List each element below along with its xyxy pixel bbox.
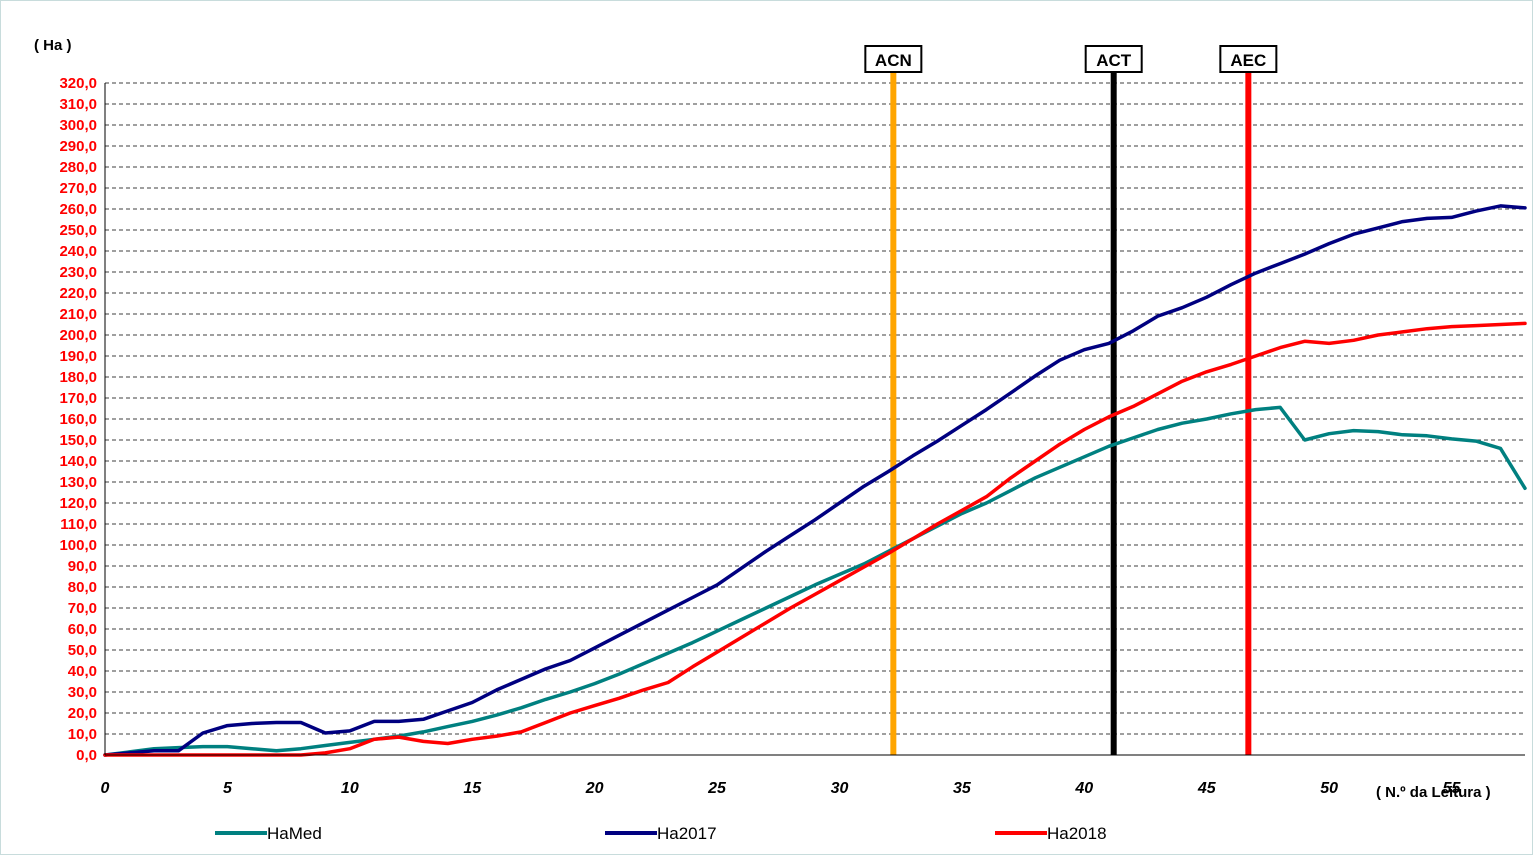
y-tick-label: 50,0 xyxy=(68,642,97,659)
y-tick-label: 220,0 xyxy=(59,285,97,302)
x-tick-label: 10 xyxy=(341,780,359,797)
series-line-hamed xyxy=(103,405,1527,757)
y-tick-label: 180,0 xyxy=(59,369,97,386)
x-axis-title: ( N.º da Leitura ) xyxy=(1376,784,1491,801)
y-tick-label: 240,0 xyxy=(59,243,97,260)
y-tick-label: 310,0 xyxy=(59,96,97,113)
y-tick-label: 20,0 xyxy=(68,705,97,722)
y-tick-label: 250,0 xyxy=(59,222,97,239)
y-tick-label: 170,0 xyxy=(59,390,97,407)
marker-labels: ACN ACT AEC xyxy=(864,45,1278,73)
y-tick-label: 260,0 xyxy=(59,201,97,218)
x-tick-label: 35 xyxy=(953,780,972,797)
y-tick-label: 150,0 xyxy=(59,432,97,449)
legend: HaMed Ha2017 Ha2018 xyxy=(215,824,1107,843)
y-tick-label: 40,0 xyxy=(68,663,97,680)
y-tick-label: 300,0 xyxy=(59,117,97,134)
x-tick-label: 20 xyxy=(585,780,604,797)
y-tick-label: 0,0 xyxy=(76,747,97,764)
y-tick-label: 140,0 xyxy=(59,453,97,470)
x-tick-label: 0 xyxy=(101,780,110,797)
marker-label-box-acn xyxy=(864,45,923,73)
y-tick-label: 290,0 xyxy=(59,138,97,155)
y-tick-label: 90,0 xyxy=(68,558,97,575)
x-tick-label: 40 xyxy=(1074,780,1093,797)
y-tick-label: 230,0 xyxy=(59,264,97,281)
y-tick-label: 70,0 xyxy=(68,600,97,617)
marker-label-acn: ACN xyxy=(875,51,912,70)
legend-label-hamed: HaMed xyxy=(267,824,322,843)
x-tick-label: 25 xyxy=(707,780,727,797)
marker-label-aec: AEC xyxy=(1230,51,1266,70)
x-tick-label: 15 xyxy=(463,780,482,797)
x-tick-labels: 0 5 10 15 20 25 30 35 40 45 50 55 xyxy=(101,780,1462,797)
x-tick-label: 30 xyxy=(831,780,849,797)
series-line-ha2017 xyxy=(103,204,1527,757)
x-tick-label: 50 xyxy=(1320,780,1338,797)
y-axis-title: ( Ha ) xyxy=(34,37,72,54)
y-tick-label: 320,0 xyxy=(59,75,97,92)
gridlines xyxy=(105,82,1525,735)
y-tick-label: 120,0 xyxy=(59,495,97,512)
y-tick-label: 30,0 xyxy=(68,684,97,701)
y-tick-label: 270,0 xyxy=(59,180,97,197)
legend-label-ha2018: Ha2018 xyxy=(1047,824,1107,843)
x-tick-label: 5 xyxy=(223,780,233,797)
legend-label-ha2017: Ha2017 xyxy=(657,824,717,843)
y-tick-label: 190,0 xyxy=(59,348,97,365)
y-tick-label: 100,0 xyxy=(59,537,97,554)
series-line-ha2018 xyxy=(103,321,1527,757)
y-tick-label: 60,0 xyxy=(68,621,97,638)
y-tick-label: 110,0 xyxy=(60,516,97,533)
y-tick-label: 80,0 xyxy=(68,579,97,596)
y-tick-label: 160,0 xyxy=(59,411,97,428)
series-lines xyxy=(103,204,1527,757)
marker-label-act: ACT xyxy=(1096,51,1132,70)
x-tick-label: 55 xyxy=(1443,780,1462,797)
y-tick-label: 280,0 xyxy=(59,159,97,176)
y-tick-label: 210,0 xyxy=(59,306,97,323)
marker-label-box-aec xyxy=(1219,45,1278,73)
y-tick-labels: 0,0 10,0 20,0 30,0 40,0 50,0 60,0 70,0 80,0 90,0 1… xyxy=(59,75,97,764)
y-tick-label: 10,0 xyxy=(68,726,97,743)
y-tick-label: 130,0 xyxy=(59,474,97,491)
y-tick-label: 200,0 xyxy=(59,327,97,344)
marker-label-box-act xyxy=(1084,45,1143,73)
x-tick-label: 45 xyxy=(1197,780,1217,797)
